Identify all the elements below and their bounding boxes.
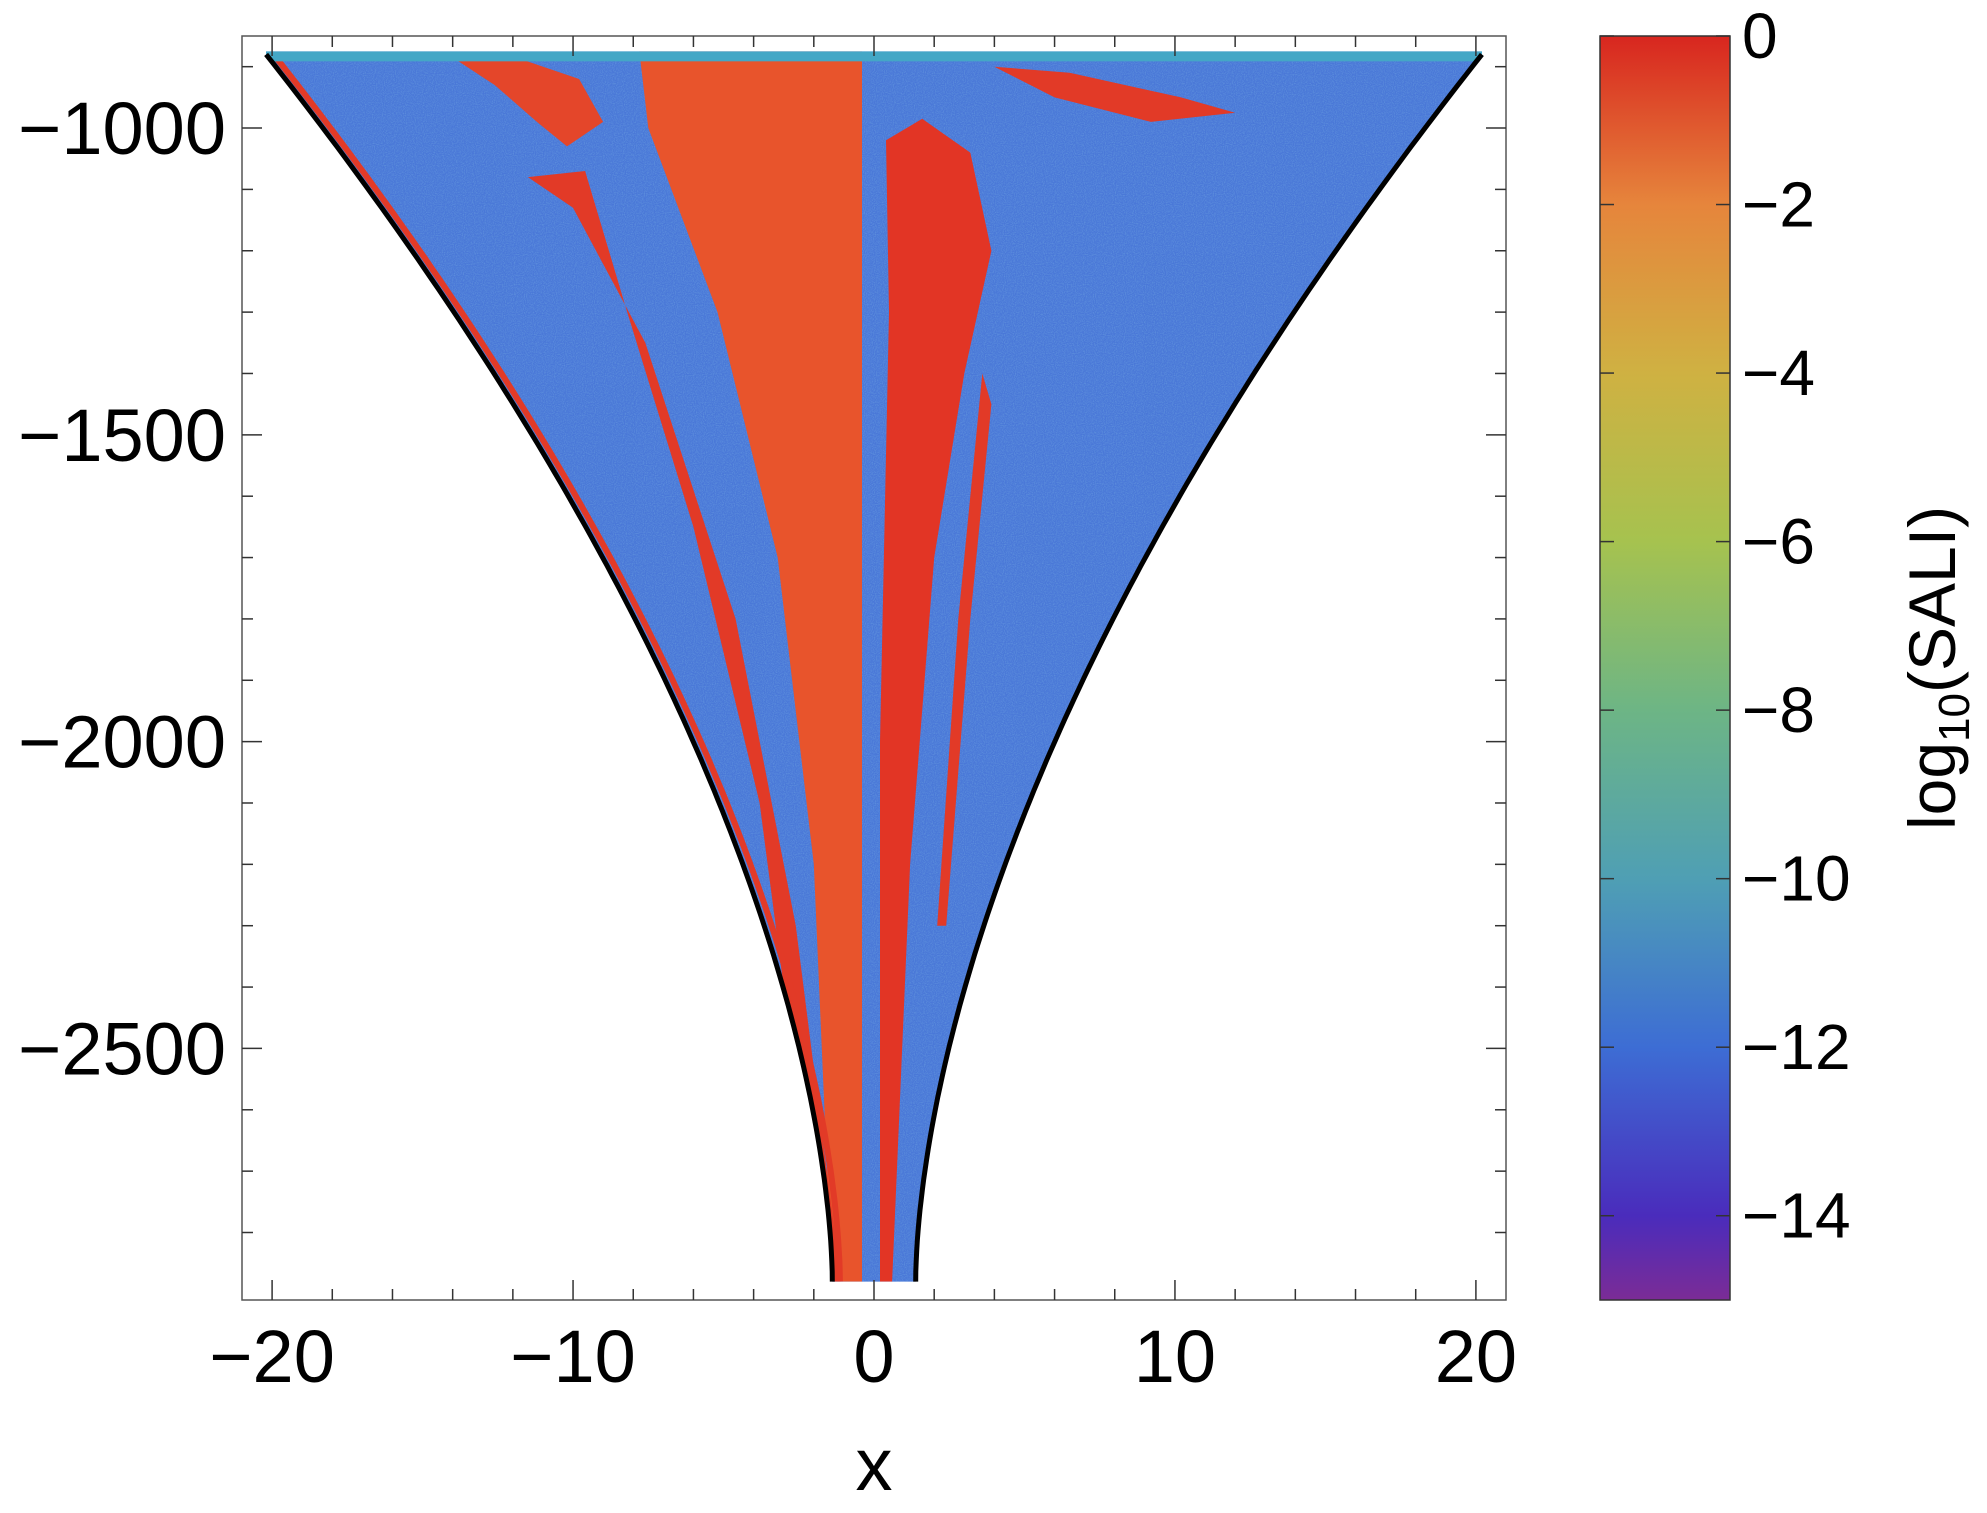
left-regular-rim — [271, 52, 843, 1282]
colorbar-gradient — [1599, 35, 1731, 1301]
x-axis-title: x — [856, 1423, 893, 1506]
heatmap-domain — [266, 51, 1482, 1282]
x-tick-label: 20 — [1435, 1315, 1517, 1398]
y-tick-label: −1000 — [18, 87, 226, 170]
colorbar-tick-label: −14 — [1742, 1180, 1851, 1252]
chaotic-speckle — [266, 51, 1482, 1282]
upper-left-regular-island — [452, 54, 604, 147]
colorbar-title-base: log — [1895, 742, 1969, 830]
colorbar-tick-label: −10 — [1742, 843, 1851, 915]
upper-right-regular-island — [994, 66, 1236, 122]
left-boundary-curve — [264, 52, 835, 1282]
colorbar-title-rest: (SALI) — [1895, 506, 1969, 693]
y-tick-label: −1500 — [18, 394, 226, 477]
plot-area — [264, 51, 1484, 1282]
central-regular-band — [639, 51, 862, 1282]
x-tick-label: −20 — [209, 1315, 335, 1398]
colorbar-tick-label: −2 — [1742, 169, 1815, 241]
lower-right-regular-sliver — [937, 373, 992, 926]
y-tick-label: −2500 — [18, 1007, 226, 1090]
x-tick-label: −10 — [510, 1315, 636, 1398]
colorbar: 0 −2 −4 −6 −8 −10 −12 −14 — [1599, 0, 1851, 1301]
x-axis: −20 −10 0 10 20 — [209, 36, 1517, 1398]
right-regular-band — [880, 118, 992, 1282]
x-tick-label: 0 — [853, 1315, 894, 1398]
y-axis: −1000 −1500 −2000 −2500 — [18, 65, 1506, 1234]
colorbar-tick-label: −12 — [1742, 1011, 1851, 1083]
colorbar-tick-label: −4 — [1742, 337, 1815, 409]
colorbar-title-subscript: 10 — [1930, 693, 1979, 742]
y-tick-label: −2000 — [18, 701, 226, 784]
colorbar-tick-label: −6 — [1742, 506, 1815, 578]
top-edge-strip — [266, 51, 1482, 62]
colorbar-title: log10(SALI) — [1895, 506, 1979, 830]
colorbar-tick-label: 0 — [1742, 0, 1778, 72]
x-tick-label: 10 — [1134, 1315, 1216, 1398]
colorbar-tick-label: −8 — [1742, 674, 1815, 746]
right-boundary-curve — [913, 52, 1484, 1282]
